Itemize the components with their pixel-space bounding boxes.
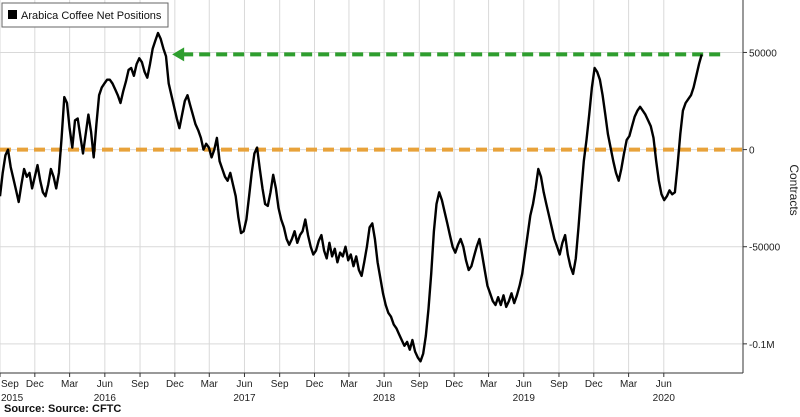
x-tick-label: Jun bbox=[376, 379, 392, 390]
legend-label: Arabica Coffee Net Positions bbox=[21, 10, 162, 22]
x-tick-label: Jun bbox=[236, 379, 252, 390]
green-arrowhead bbox=[172, 47, 185, 62]
legend-swatch bbox=[8, 10, 17, 19]
x-year-label: 2016 bbox=[94, 393, 117, 404]
x-tick-label: Dec bbox=[306, 379, 324, 390]
x-tick-label: Dec bbox=[445, 379, 463, 390]
x-tick-label: Dec bbox=[166, 379, 184, 390]
y-axis-label: Contracts bbox=[787, 164, 800, 215]
source-note: Source: Source: CFTC bbox=[4, 403, 121, 415]
x-tick-label: Sep bbox=[131, 379, 149, 390]
legend: Arabica Coffee Net Positions bbox=[1, 2, 169, 28]
x-tick-label: Jun bbox=[516, 379, 532, 390]
x-tick-label: Sep bbox=[410, 379, 428, 390]
x-tick-label: Sep bbox=[550, 379, 568, 390]
y-tick-label: -50000 bbox=[749, 243, 781, 254]
x-year-label: 2018 bbox=[373, 393, 396, 404]
x-tick-label: Sep bbox=[271, 379, 289, 390]
x-year-label: 2017 bbox=[233, 393, 256, 404]
y-tick-label: 0 bbox=[749, 146, 755, 157]
x-tick-label: Dec bbox=[585, 379, 603, 390]
x-year-label: 2020 bbox=[653, 393, 676, 404]
x-tick-label: Jun bbox=[656, 379, 672, 390]
y-tick-label: -0.1M bbox=[749, 340, 775, 351]
x-tick-label: Jun bbox=[97, 379, 113, 390]
x-tick-label: Dec bbox=[26, 379, 44, 390]
y-axis-ticks: 50000 0 -50000 -0.1M bbox=[743, 48, 781, 351]
reference-lines bbox=[0, 47, 743, 152]
y-tick-label: 50000 bbox=[749, 48, 777, 59]
x-year-label: 2015 bbox=[1, 393, 24, 404]
x-tick-label: Mar bbox=[201, 379, 219, 390]
series-line bbox=[0, 31, 703, 363]
x-tick-label: Mar bbox=[620, 379, 638, 390]
x-axis-ticks: Sep Dec Mar Jun Sep Dec Mar Jun Sep Dec Mar Jun Sep D… bbox=[0, 373, 675, 404]
x-year-label: 2019 bbox=[513, 393, 536, 404]
x-tick-label: Sep bbox=[1, 379, 19, 390]
series-group bbox=[0, 31, 703, 363]
x-tick-label: Mar bbox=[61, 379, 79, 390]
x-tick-label: Mar bbox=[480, 379, 498, 390]
x-tick-label: Mar bbox=[340, 379, 358, 390]
legend-box bbox=[1, 2, 169, 28]
gridlines bbox=[0, 0, 743, 373]
